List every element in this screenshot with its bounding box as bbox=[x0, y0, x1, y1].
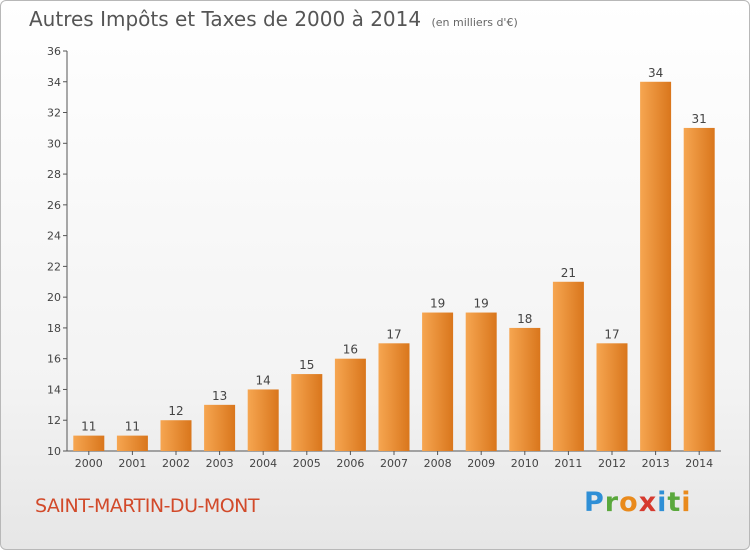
logo-letter: i bbox=[681, 487, 692, 518]
bar-value-label: 34 bbox=[648, 66, 663, 80]
y-tick-label: 28 bbox=[47, 168, 61, 181]
bar-value-label: 11 bbox=[125, 420, 140, 434]
x-tick-label: 2012 bbox=[598, 457, 626, 470]
bar-2005 bbox=[291, 374, 323, 451]
x-tick-label: 2014 bbox=[685, 457, 713, 470]
x-tick-label: 2004 bbox=[249, 457, 277, 470]
bar-2014 bbox=[683, 127, 715, 451]
x-tick-label: 2000 bbox=[75, 457, 103, 470]
logo-letter: i bbox=[657, 487, 668, 518]
logo-letter: x bbox=[638, 487, 658, 518]
y-tick-label: 32 bbox=[47, 107, 61, 120]
y-tick-label: 24 bbox=[47, 230, 61, 243]
x-tick-label: 2009 bbox=[467, 457, 495, 470]
chart-title-text: Autres Impôts et Taxes de 2000 à 2014 bbox=[29, 7, 422, 31]
bar-2013 bbox=[640, 81, 672, 452]
bar-2000 bbox=[73, 435, 105, 451]
bar-2007 bbox=[378, 343, 410, 451]
x-tick-label: 2006 bbox=[336, 457, 364, 470]
bar-value-label: 13 bbox=[212, 389, 227, 403]
bar-2006 bbox=[334, 358, 366, 451]
bar-value-label: 16 bbox=[343, 343, 358, 357]
x-tick-label: 2003 bbox=[206, 457, 234, 470]
chart-title: Autres Impôts et Taxes de 2000 à 2014 (e… bbox=[29, 7, 518, 31]
y-tick-label: 16 bbox=[47, 353, 61, 366]
town-name: SAINT-MARTIN-DU-MONT bbox=[35, 495, 260, 517]
y-tick-label: 12 bbox=[47, 414, 61, 427]
logo-letter: r bbox=[604, 487, 620, 518]
x-tick-label: 2001 bbox=[118, 457, 146, 470]
x-tick-label: 2010 bbox=[511, 457, 539, 470]
bar-2012 bbox=[596, 343, 628, 451]
bar-value-label: 19 bbox=[474, 297, 489, 311]
bar-value-label: 11 bbox=[81, 420, 96, 434]
x-tick-label: 2007 bbox=[380, 457, 408, 470]
x-tick-label: 2005 bbox=[293, 457, 321, 470]
bar-value-label: 17 bbox=[386, 327, 401, 341]
bar-value-label: 19 bbox=[430, 297, 445, 311]
chart-unit-label: (en milliers d'€) bbox=[431, 16, 518, 29]
bar-value-label: 31 bbox=[692, 112, 707, 126]
y-tick-label: 18 bbox=[47, 322, 61, 335]
bar-2002 bbox=[160, 420, 192, 451]
bar-value-label: 12 bbox=[168, 404, 183, 418]
y-tick-label: 36 bbox=[47, 45, 61, 58]
bar-2009 bbox=[465, 312, 497, 451]
y-tick-label: 10 bbox=[47, 445, 61, 458]
bar-2010 bbox=[509, 327, 541, 451]
bar-2011 bbox=[552, 281, 584, 451]
bar-2001 bbox=[116, 435, 148, 451]
bar-value-label: 17 bbox=[604, 327, 619, 341]
x-tick-label: 2002 bbox=[162, 457, 190, 470]
x-tick-label: 2013 bbox=[642, 457, 670, 470]
y-tick-label: 22 bbox=[47, 260, 61, 273]
bar-2003 bbox=[204, 404, 236, 451]
bar-2008 bbox=[422, 312, 454, 451]
y-tick-label: 14 bbox=[47, 383, 61, 396]
logo-letter: P bbox=[584, 487, 605, 518]
y-tick-label: 34 bbox=[47, 76, 61, 89]
bar-value-label: 21 bbox=[561, 266, 576, 280]
y-tick-label: 30 bbox=[47, 137, 61, 150]
logo-letter: t bbox=[667, 487, 682, 518]
y-tick-label: 20 bbox=[47, 291, 61, 304]
bar-value-label: 14 bbox=[256, 373, 271, 387]
proxiti-logo[interactable]: Proxiti bbox=[584, 487, 692, 518]
bar-value-label: 18 bbox=[517, 312, 532, 326]
bar-2004 bbox=[247, 389, 279, 451]
x-tick-label: 2011 bbox=[554, 457, 582, 470]
logo-letter: o bbox=[619, 487, 639, 518]
y-tick-label: 26 bbox=[47, 199, 61, 212]
bar-value-label: 15 bbox=[299, 358, 314, 372]
x-tick-label: 2008 bbox=[424, 457, 452, 470]
